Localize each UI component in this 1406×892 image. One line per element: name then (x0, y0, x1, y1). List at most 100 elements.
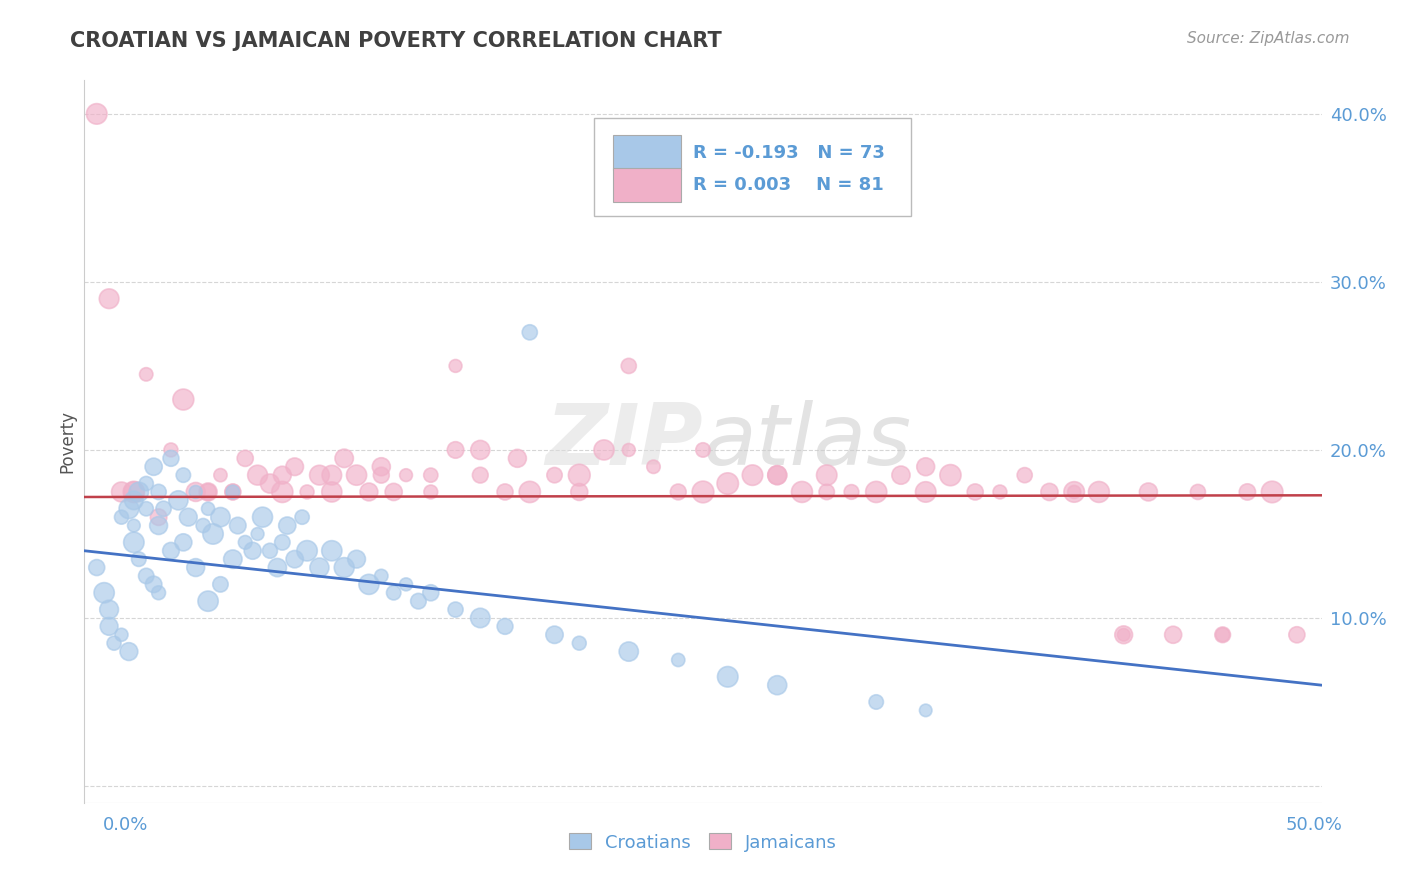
Point (197, 485, 219, 500)
Point (1285, 628, 1308, 642)
Point (815, 485, 838, 500)
Point (1112, 628, 1135, 642)
Point (692, 442, 714, 457)
Point (191, 518, 214, 533)
Point (128, 485, 150, 500)
Point (142, 577, 165, 591)
Point (717, 476, 740, 491)
Point (284, 552, 307, 566)
Point (890, 468, 912, 483)
Point (209, 510, 232, 524)
Point (197, 594, 219, 608)
Point (184, 485, 207, 500)
Point (1014, 468, 1036, 483)
Point (470, 611, 492, 625)
Point (593, 442, 616, 457)
Point (222, 552, 245, 566)
Point (841, 485, 863, 500)
Point (865, 485, 887, 500)
Point (666, 485, 689, 500)
Point (382, 485, 405, 500)
Point (98, 292, 121, 306)
Point (110, 485, 132, 500)
Text: R = -0.193   N = 73: R = -0.193 N = 73 (693, 144, 884, 161)
Point (135, 368, 157, 382)
Point (370, 459, 392, 474)
Point (259, 543, 281, 558)
Point (444, 359, 467, 373)
Point (1088, 485, 1111, 500)
Point (177, 510, 200, 524)
FancyBboxPatch shape (613, 168, 681, 202)
Point (519, 326, 541, 340)
Point (1063, 485, 1085, 500)
Point (246, 468, 269, 483)
Point (291, 510, 314, 524)
Point (965, 485, 987, 500)
Point (118, 644, 141, 658)
Point (122, 485, 145, 500)
Point (122, 518, 145, 533)
Point (202, 527, 225, 541)
Point (382, 586, 405, 600)
Point (766, 678, 789, 692)
Point (148, 518, 170, 533)
Point (209, 468, 232, 483)
Point (543, 628, 565, 642)
Point (395, 468, 418, 483)
Point (152, 501, 174, 516)
Point (666, 653, 689, 667)
Point (395, 577, 418, 591)
Point (148, 586, 170, 600)
FancyBboxPatch shape (595, 118, 911, 216)
Point (815, 468, 838, 483)
Point (766, 468, 789, 483)
Point (233, 451, 256, 466)
Point (148, 485, 170, 500)
Text: ZIP: ZIP (546, 400, 703, 483)
Point (408, 594, 430, 608)
Point (914, 459, 936, 474)
Point (271, 485, 294, 500)
Point (246, 527, 269, 541)
FancyBboxPatch shape (613, 136, 681, 169)
Point (494, 619, 516, 633)
Point (568, 485, 591, 500)
Point (122, 485, 145, 500)
Point (172, 392, 194, 407)
Point (160, 543, 183, 558)
Point (308, 468, 330, 483)
Point (444, 442, 467, 457)
Point (357, 577, 380, 591)
Point (617, 644, 640, 658)
Point (321, 485, 343, 500)
Point (172, 535, 194, 549)
Point (370, 468, 392, 483)
Point (741, 468, 763, 483)
Point (617, 359, 640, 373)
Point (197, 485, 219, 500)
Point (222, 485, 245, 500)
Text: CROATIAN VS JAMAICAN POVERTY CORRELATION CHART: CROATIAN VS JAMAICAN POVERTY CORRELATION… (70, 31, 723, 51)
Point (321, 543, 343, 558)
Point (914, 485, 936, 500)
Point (308, 560, 330, 574)
Point (790, 485, 813, 500)
Point (271, 535, 294, 549)
Point (1261, 485, 1284, 500)
Point (122, 535, 145, 549)
Point (1187, 485, 1209, 500)
Point (1137, 485, 1160, 500)
Point (939, 468, 962, 483)
Point (86, 107, 108, 121)
Y-axis label: Poverty: Poverty (58, 410, 76, 473)
Point (346, 468, 368, 483)
Point (103, 636, 125, 650)
Point (988, 485, 1011, 500)
Point (692, 485, 714, 500)
Point (494, 485, 516, 500)
Point (259, 476, 281, 491)
Point (148, 510, 170, 524)
Point (295, 485, 318, 500)
Text: R = 0.003    N = 81: R = 0.003 N = 81 (693, 176, 884, 194)
